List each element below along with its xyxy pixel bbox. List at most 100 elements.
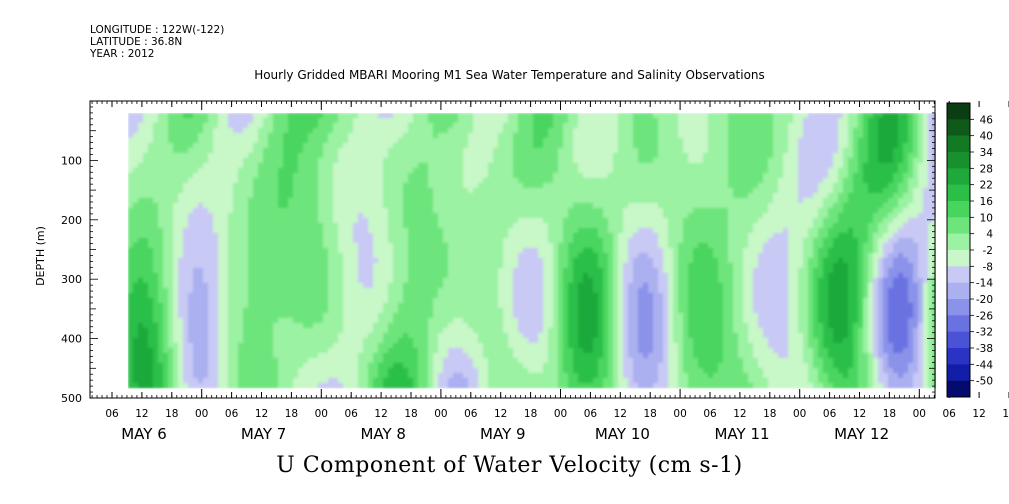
heatmap-cell (513, 252, 519, 259)
heatmap-cell (348, 372, 354, 379)
heatmap-cell (468, 252, 474, 259)
heatmap-cell (378, 337, 384, 344)
heatmap-cell (513, 352, 519, 359)
heatmap-cell (448, 262, 454, 269)
heatmap-cell (223, 172, 229, 179)
heatmap-cell (143, 237, 149, 244)
heatmap-cell (473, 117, 479, 124)
heatmap-cell (158, 377, 164, 384)
heatmap-cell (328, 127, 334, 134)
heatmap-cell (383, 222, 389, 229)
heatmap-cell (188, 207, 194, 214)
heatmap-cell (258, 277, 264, 284)
heatmap-cell (228, 142, 234, 149)
heatmap-cell (373, 182, 379, 189)
heatmap-cell (268, 177, 274, 184)
heatmap-cell (153, 162, 159, 169)
heatmap-cell (403, 132, 409, 139)
heatmap-cell (578, 182, 584, 189)
heatmap-cell (273, 212, 279, 219)
heatmap-cell (168, 217, 174, 224)
heatmap-cell (393, 227, 399, 234)
heatmap-cell (463, 372, 469, 379)
heatmap-cell (373, 267, 379, 274)
heatmap-cell (373, 367, 379, 374)
heatmap-cell (258, 182, 264, 189)
heatmap-cell (533, 282, 539, 289)
heatmap-cell (363, 272, 369, 279)
heatmap-cell (168, 177, 174, 184)
heatmap-cell (168, 167, 174, 174)
heatmap-cell (503, 197, 509, 204)
heatmap-cell (278, 337, 284, 344)
heatmap-cell (203, 232, 209, 239)
heatmap-cell (298, 277, 304, 284)
heatmap-cell (483, 157, 489, 164)
heatmap-cell (463, 177, 469, 184)
heatmap-cell (568, 282, 574, 289)
heatmap-cell (448, 177, 454, 184)
heatmap-cell (333, 197, 339, 204)
heatmap-cell (443, 247, 449, 254)
heatmap-cell (503, 362, 509, 369)
heatmap-cell (193, 382, 199, 389)
heatmap-cell (533, 367, 539, 374)
heatmap-cell (533, 217, 539, 224)
heatmap-cell (248, 377, 254, 384)
heatmap-cell (473, 152, 479, 159)
heatmap-cell (303, 182, 309, 189)
heatmap-cell (148, 142, 154, 149)
heatmap-cell (488, 292, 494, 299)
heatmap-cell (238, 347, 244, 354)
heatmap-cell (208, 257, 214, 264)
heatmap-cell (283, 277, 289, 284)
heatmap-cell (268, 127, 274, 134)
heatmap-cell (393, 277, 399, 284)
heatmap-cell (158, 217, 164, 224)
heatmap-cell (403, 152, 409, 159)
heatmap-cell (273, 377, 279, 384)
heatmap-cell (173, 382, 179, 389)
heatmap-cell (198, 222, 204, 229)
heatmap-cell (413, 247, 419, 254)
heatmap-cell (128, 177, 134, 184)
heatmap-cell (403, 347, 409, 354)
heatmap-cell (498, 322, 504, 329)
heatmap-cell (498, 227, 504, 234)
heatmap-cell (438, 132, 444, 139)
heatmap-cell (328, 237, 334, 244)
heatmap-cell (463, 117, 469, 124)
heatmap-cell (253, 177, 259, 184)
heatmap-cell (158, 182, 164, 189)
heatmap-cell (348, 127, 354, 134)
heatmap-cell (368, 292, 374, 299)
heatmap-cell (268, 187, 274, 194)
heatmap-cell (233, 142, 239, 149)
heatmap-cell (248, 282, 254, 289)
heatmap-cell (198, 247, 204, 254)
heatmap-cell (133, 287, 139, 294)
heatmap-cell (273, 362, 279, 369)
heatmap-cell (378, 167, 384, 174)
heatmap-cell (273, 267, 279, 274)
heatmap-cell (338, 182, 344, 189)
heatmap-cell (398, 167, 404, 174)
heatmap-cell (153, 307, 159, 314)
heatmap-cell (458, 282, 464, 289)
heatmap-cell (513, 267, 519, 274)
heatmap-cell (538, 382, 544, 389)
heatmap-cell (248, 287, 254, 294)
heatmap-cell (313, 162, 319, 169)
heatmap-cell (423, 327, 429, 334)
heatmap-cell (343, 232, 349, 239)
heatmap-cell (418, 182, 424, 189)
heatmap-cell (178, 152, 184, 159)
heatmap-cell (423, 117, 429, 124)
heatmap-cell (473, 292, 479, 299)
heatmap-cell (243, 197, 249, 204)
heatmap-cell (318, 142, 324, 149)
heatmap-cell (198, 362, 204, 369)
heatmap-cell (328, 117, 334, 124)
heatmap-cell (243, 147, 249, 154)
heatmap-cell (353, 127, 359, 134)
